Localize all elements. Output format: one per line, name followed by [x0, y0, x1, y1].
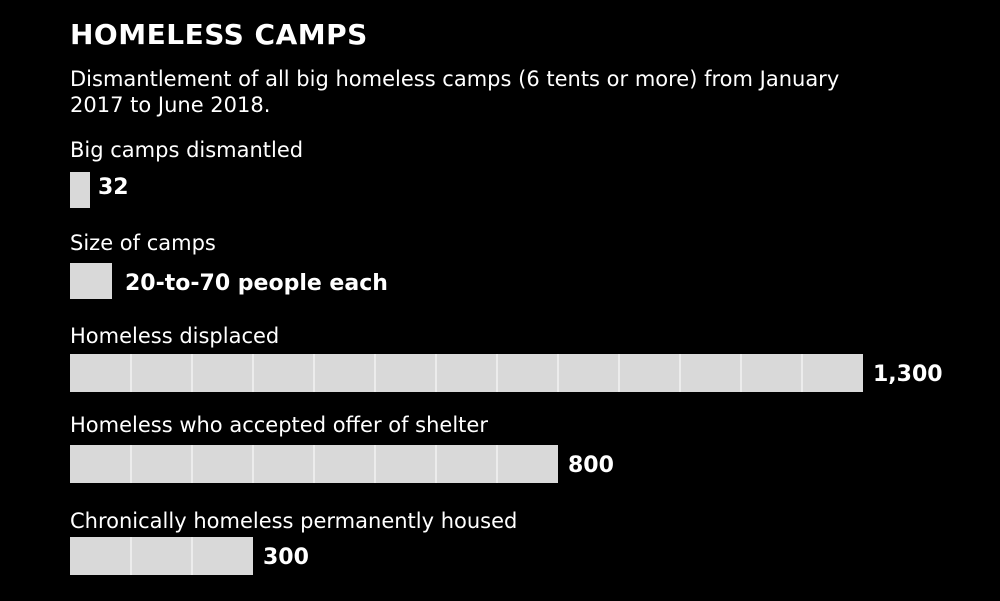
row-label-camps-dismantled: Big camps dismantled [70, 138, 304, 162]
value-label-camp-size: 20-to-70 people each [125, 271, 388, 296]
bar-camps-dismantled [70, 172, 90, 208]
value-label-permanently-housed: 300 [263, 545, 309, 570]
bar-homeless-displaced [70, 354, 863, 392]
value-label-accepted-shelter: 800 [568, 453, 614, 478]
value-label-camps-dismantled: 32 [98, 175, 129, 200]
value-label-homeless-displaced: 1,300 [873, 362, 943, 387]
bar-permanently-housed [70, 537, 253, 575]
chart-title: HOMELESS CAMPS [70, 18, 368, 51]
row-label-camp-size: Size of camps [70, 231, 216, 255]
row-label-accepted-shelter: Homeless who accepted offer of shelter [70, 413, 488, 437]
chart-subtitle: Dismantlement of all big homeless camps … [70, 67, 840, 117]
bar-camp-size [70, 263, 112, 299]
row-label-permanently-housed: Chronically homeless permanently housed [70, 509, 518, 533]
row-label-homeless-displaced: Homeless displaced [70, 324, 280, 348]
